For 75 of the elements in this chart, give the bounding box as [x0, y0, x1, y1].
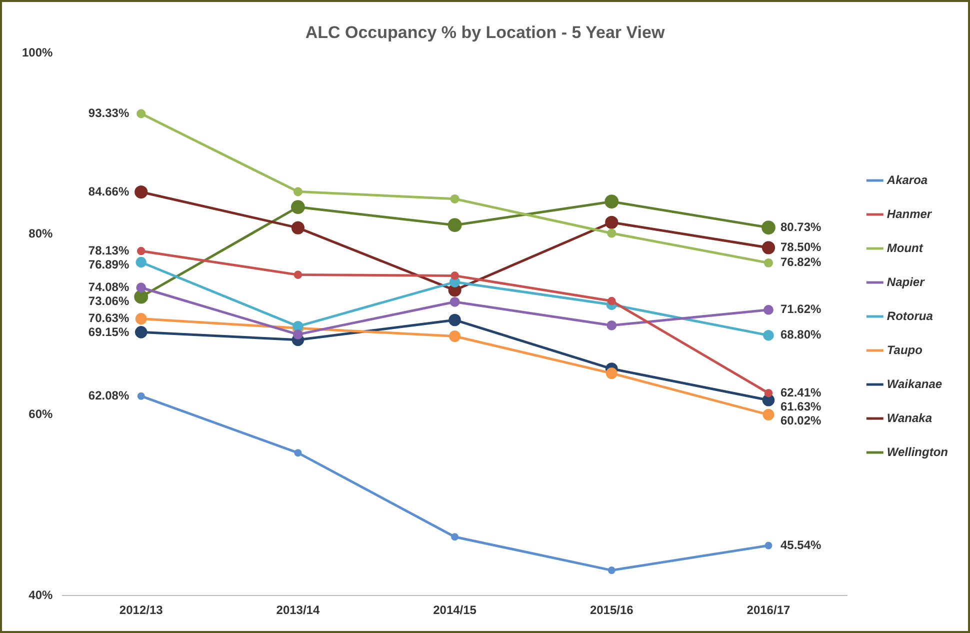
- point: [605, 216, 618, 229]
- point: [291, 200, 305, 214]
- point: [762, 220, 776, 234]
- point: [608, 566, 616, 574]
- legend-label: Rotorua: [886, 308, 934, 323]
- point: [136, 246, 146, 256]
- point: [762, 408, 774, 420]
- data-label: 62.41%: [780, 385, 822, 400]
- data-label: 70.63%: [88, 311, 130, 326]
- data-label: 62.08%: [88, 388, 130, 402]
- x-tick-label: 2016/17: [746, 603, 790, 618]
- data-label: 71.62%: [780, 302, 822, 316]
- data-label: 74.08%: [88, 280, 130, 294]
- point: [450, 296, 460, 307]
- legend-label: Wellington: [886, 444, 948, 459]
- x-tick-label: 2012/13: [119, 603, 164, 618]
- point: [451, 533, 459, 541]
- legend-label: Akaroa: [886, 172, 928, 187]
- data-label: 60.02%: [780, 413, 822, 428]
- point: [449, 330, 461, 342]
- point: [448, 314, 461, 326]
- point: [134, 326, 148, 338]
- legend-label: Hanmer: [886, 206, 933, 221]
- data-label: 78.50%: [780, 240, 822, 254]
- legend-label: Wanaka: [886, 410, 932, 425]
- point: [448, 218, 462, 232]
- data-label: 73.06%: [88, 294, 130, 308]
- point: [450, 194, 460, 204]
- x-tick-label: 2015/16: [590, 603, 634, 618]
- data-label: 84.66%: [88, 184, 130, 198]
- x-tick-label: 2013/14: [276, 603, 320, 618]
- data-label: 69.15%: [88, 325, 130, 340]
- data-label: 78.13%: [88, 243, 130, 258]
- point: [134, 185, 148, 199]
- point: [764, 542, 772, 550]
- point: [294, 270, 302, 279]
- legend-label: Napier: [886, 274, 926, 289]
- point: [604, 194, 619, 209]
- x-tick-label: 2014/15: [433, 603, 477, 618]
- point: [137, 392, 145, 400]
- y-tick-label: 40%: [28, 588, 54, 602]
- legend-label: Waikanae: [886, 376, 942, 391]
- point: [763, 330, 774, 341]
- point: [136, 109, 146, 118]
- point: [606, 320, 617, 330]
- data-label: 80.73%: [780, 220, 822, 234]
- y-tick-label: 80%: [28, 226, 54, 240]
- point: [136, 282, 146, 293]
- point: [764, 304, 774, 315]
- y-tick-label: 60%: [28, 407, 54, 422]
- legend-label: Taupo: [886, 342, 922, 357]
- point: [450, 272, 459, 280]
- point: [762, 394, 775, 406]
- point: [762, 241, 776, 254]
- point: [294, 449, 302, 457]
- point: [135, 313, 147, 325]
- point: [764, 258, 774, 268]
- data-label: 61.63%: [780, 399, 822, 414]
- point: [134, 290, 148, 304]
- chart-title: ALC Occupancy % by Location - 5 Year View: [305, 22, 666, 42]
- point: [291, 221, 305, 234]
- point: [293, 187, 303, 196]
- point: [136, 256, 146, 268]
- point: [764, 388, 773, 398]
- point: [607, 228, 616, 238]
- point: [607, 296, 616, 306]
- data-label: 76.82%: [780, 255, 822, 270]
- y-tick-label: 100%: [22, 46, 54, 60]
- data-label: 45.54%: [780, 538, 822, 552]
- data-label: 68.80%: [780, 328, 822, 342]
- legend-label: Mount: [886, 240, 924, 255]
- point: [606, 368, 618, 380]
- data-label: 76.89%: [88, 257, 130, 272]
- point: [293, 329, 303, 340]
- data-label: 93.33%: [88, 106, 130, 120]
